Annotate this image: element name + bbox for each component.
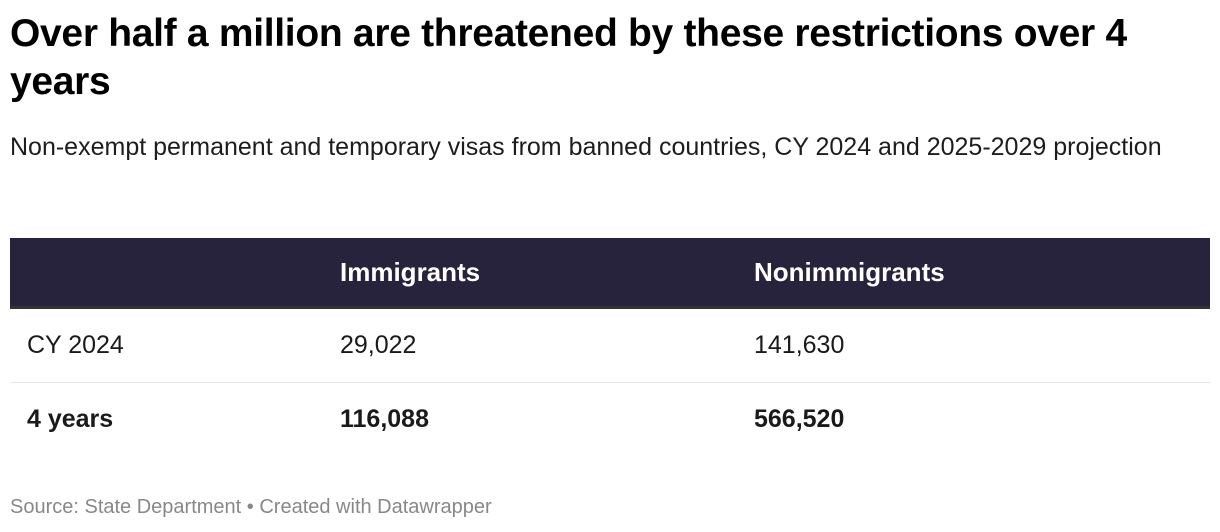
- cell-nonimmigrants: 141,630: [754, 331, 845, 359]
- row-label: CY 2024: [27, 331, 124, 359]
- header-immigrants: Immigrants: [340, 256, 481, 287]
- header-nonimmigrants: Nonimmigrants: [754, 256, 945, 287]
- table-row: 4 years 116,088 566,520: [10, 383, 1210, 456]
- row-label: 4 years: [27, 405, 114, 433]
- cell-nonimmigrants: 566,520: [754, 405, 845, 433]
- chart-subtitle: Non-exempt permanent and temporary visas…: [10, 133, 1162, 161]
- source-footer: Source: State Department • Created with …: [10, 496, 492, 518]
- table-row: CY 2024 29,022 141,630: [10, 309, 1210, 383]
- cell-immigrants: 29,022: [340, 331, 417, 359]
- table-header: Immigrants Nonimmigrants: [10, 238, 1210, 309]
- cell-immigrants: 116,088: [340, 405, 429, 433]
- chart-title: Over half a million are threatened by th…: [10, 12, 1127, 103]
- data-table: Immigrants Nonimmigrants CY 2024 29,022 …: [10, 238, 1210, 456]
